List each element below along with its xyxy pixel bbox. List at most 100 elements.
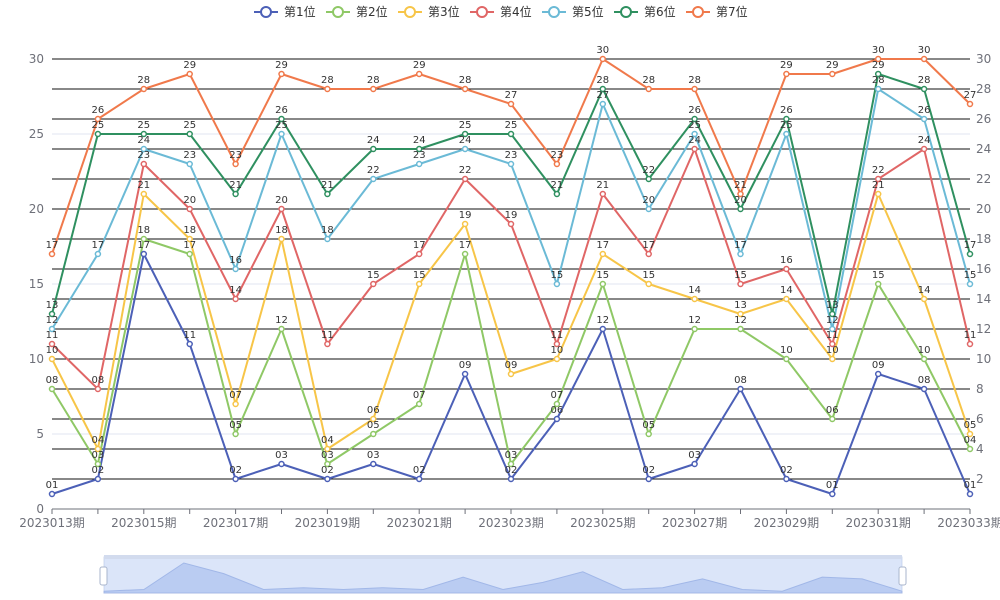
data-label: 12 <box>826 315 839 326</box>
legend-label: 第1位 <box>284 4 316 19</box>
data-point <box>48 310 56 318</box>
data-label: 14 <box>229 285 242 296</box>
data-point <box>829 415 836 423</box>
data-label: 28 <box>321 75 334 86</box>
data-label: 21 <box>551 180 564 191</box>
data-point <box>783 295 790 303</box>
data-point <box>966 340 974 348</box>
data-label: 19 <box>505 210 518 221</box>
legend-item[interactable]: 第5位 <box>542 4 604 19</box>
data-label: 08 <box>46 375 59 386</box>
data-label: 21 <box>872 180 885 191</box>
data-point <box>415 145 423 153</box>
data-point <box>324 190 331 198</box>
data-label: 05 <box>642 420 655 431</box>
data-point <box>691 325 698 333</box>
legend-item[interactable]: 第7位 <box>686 4 748 19</box>
data-label: 17 <box>596 240 609 251</box>
data-label: 10 <box>46 345 59 356</box>
legend-label: 第7位 <box>716 4 748 19</box>
data-labels: 01 02 17 11 02 03 02 03 02 09 02 06 12 02 03 08 02 01 09 08… <box>46 45 977 491</box>
data-label: 04 <box>92 435 105 446</box>
data-label: 21 <box>596 180 609 191</box>
zoom-preview-area <box>103 562 903 594</box>
data-point <box>645 205 652 213</box>
data-label: 15 <box>964 270 977 281</box>
data-label: 08 <box>918 375 931 386</box>
data-label: 25 <box>92 120 105 131</box>
data-label: 08 <box>734 375 747 386</box>
data-point <box>461 85 469 93</box>
data-label: 17 <box>964 240 977 251</box>
data-point <box>94 385 102 393</box>
data-label: 14 <box>918 285 931 296</box>
data-label: 04 <box>321 435 334 446</box>
data-point <box>94 250 102 258</box>
x-tick-label: 2023015期 <box>111 516 176 530</box>
data-label: 11 <box>551 330 564 341</box>
data-label: 02 <box>413 465 426 476</box>
legend-label: 第5位 <box>572 4 604 19</box>
data-label: 15 <box>596 270 609 281</box>
data-zoom-slider[interactable] <box>99 555 907 594</box>
data-point <box>232 190 239 198</box>
data-label: 27 <box>505 90 518 101</box>
legend-item[interactable]: 第4位 <box>470 4 532 19</box>
data-point <box>415 400 423 408</box>
data-point <box>415 70 423 78</box>
data-point <box>507 130 515 138</box>
data-label: 28 <box>918 75 931 86</box>
y-left-tick-label: 0 <box>36 502 44 516</box>
data-point <box>691 130 698 138</box>
zoom-top-bar <box>104 555 902 559</box>
data-label: 09 <box>505 360 518 371</box>
legend-label: 第3位 <box>428 4 460 19</box>
data-point <box>507 475 515 483</box>
data-point <box>507 100 515 108</box>
data-label: 17 <box>734 240 747 251</box>
data-label: 15 <box>367 270 380 281</box>
data-label: 12 <box>275 315 288 326</box>
data-label: 12 <box>46 315 59 326</box>
data-point <box>737 325 744 333</box>
y-right-tick-label: 18 <box>976 232 991 246</box>
data-label: 21 <box>137 180 150 191</box>
data-point <box>737 250 744 258</box>
data-label: 28 <box>872 75 885 86</box>
data-point <box>324 445 331 453</box>
data-point <box>461 175 469 183</box>
data-point <box>48 490 56 498</box>
data-point <box>737 190 744 198</box>
data-point <box>599 85 607 93</box>
data-label: 23 <box>551 150 564 161</box>
data-point <box>48 250 56 258</box>
data-label: 25 <box>688 120 701 131</box>
data-label: 23 <box>505 150 518 161</box>
zoom-handle-left[interactable] <box>99 566 108 586</box>
data-point <box>737 205 744 213</box>
legend-item[interactable]: 第2位 <box>326 4 388 19</box>
data-label: 06 <box>367 405 380 416</box>
legend-item[interactable]: 第6位 <box>614 4 676 19</box>
data-point <box>920 55 928 63</box>
data-point <box>691 145 698 153</box>
data-point <box>186 205 193 213</box>
data-point <box>783 70 790 78</box>
data-label: 30 <box>918 45 931 56</box>
legend-item[interactable]: 第3位 <box>398 4 460 19</box>
data-point <box>553 340 561 348</box>
x-tick-label: 2023033期 <box>937 516 1000 530</box>
data-label: 01 <box>964 480 977 491</box>
data-point <box>691 460 698 468</box>
data-point <box>415 160 423 168</box>
x-tick-label: 2023023期 <box>478 516 543 530</box>
data-point <box>507 370 515 378</box>
data-point <box>94 445 102 453</box>
legend-label: 第4位 <box>500 4 532 19</box>
legend-item[interactable]: 第1位 <box>254 4 316 19</box>
data-label: 05 <box>964 420 977 431</box>
legend[interactable]: 第1位 第2位 第3位 第4位 第5位 第6位 第7位 <box>254 4 748 19</box>
data-point <box>645 430 652 438</box>
zoom-handle-right[interactable] <box>898 566 907 586</box>
data-point <box>186 70 193 78</box>
